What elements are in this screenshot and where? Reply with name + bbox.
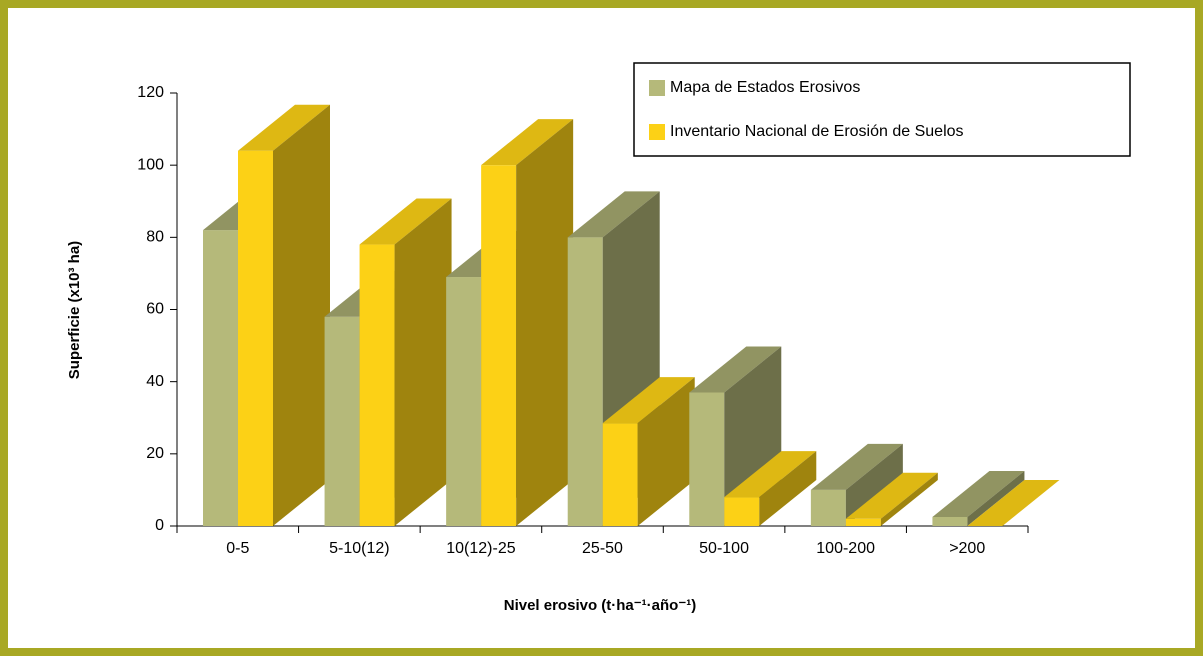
bar-top (724, 451, 817, 498)
bar-top (238, 104, 330, 151)
bar-side (637, 377, 695, 526)
bar-top (810, 443, 903, 490)
legend (633, 62, 1131, 157)
bar-front (845, 518, 881, 526)
y-axis-label: Superficie (x10³ ha) (66, 241, 83, 379)
bar-front (602, 423, 638, 526)
bar-front (446, 277, 482, 526)
y-tick-label: 60 (146, 301, 164, 318)
y-tick-label: 40 (146, 373, 164, 390)
bar-side (759, 451, 817, 526)
x-tick-label: 50-100 (699, 540, 749, 557)
bar-top (845, 472, 938, 519)
bar-front (203, 230, 238, 526)
legend-label: Mapa de Estados Erosivos (670, 79, 860, 96)
legend-swatch (649, 80, 665, 96)
bar-side (273, 104, 330, 526)
y-tick-label: 20 (146, 445, 164, 462)
bar-front (567, 237, 603, 527)
bar-side (967, 470, 1025, 526)
legend-label: Inventario Nacional de Erosión de Suelos (670, 123, 964, 140)
x-axis-label: Nivel erosivo (t·ha⁻¹·año⁻¹) (504, 597, 697, 614)
bar-front (324, 316, 360, 526)
bar-front (238, 150, 273, 526)
bar-top (359, 198, 452, 245)
x-tick-label: 5-10(12) (329, 540, 389, 557)
bar-side (880, 472, 938, 526)
bar-top (481, 119, 574, 166)
bar-top (602, 377, 695, 424)
bar-front (481, 165, 517, 526)
bar-top (967, 480, 1060, 526)
x-tick-label: 100-200 (816, 540, 875, 557)
y-tick-label: 80 (146, 229, 164, 246)
bar-front (810, 489, 846, 526)
x-tick-label: >200 (949, 540, 985, 557)
x-tick-label: 0-5 (226, 540, 249, 557)
bar-front (689, 392, 725, 526)
bar-top (932, 470, 1025, 517)
legend-swatch (649, 124, 665, 140)
bar-side (516, 119, 574, 527)
bar-top (689, 346, 782, 393)
bar-side (845, 443, 903, 526)
y-tick-label: 0 (155, 517, 164, 534)
bar-side (394, 198, 452, 527)
x-tick-label: 10(12)-25 (446, 540, 515, 557)
bar-front (724, 497, 760, 526)
bar-front (359, 244, 395, 527)
x-tick-label: 25-50 (582, 540, 623, 557)
bar-top (567, 191, 660, 238)
y-tick-label: 100 (137, 156, 164, 173)
bar-front (932, 516, 968, 526)
y-tick-label: 120 (137, 84, 164, 101)
